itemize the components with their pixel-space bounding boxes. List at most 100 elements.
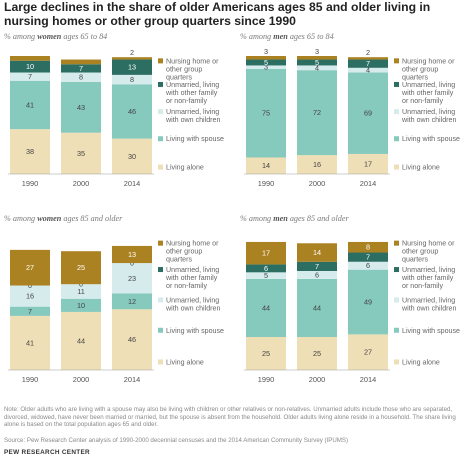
legend-label: Living with spouse [402,327,460,335]
data-label: 2 [130,48,134,57]
bar-segment [112,59,152,75]
bar-segment [112,74,152,85]
legend-label: Unmarried, living with other family or non… [165,81,219,105]
bar-segment [112,84,152,139]
data-label: 7 [28,72,32,81]
bar-segment [348,252,388,262]
legend-swatch [158,58,163,64]
data-label: 6 [366,261,370,270]
data-label: 16 [26,292,34,301]
bar-segment [246,157,286,174]
subtitle-suffix: ages 85 and older [287,214,349,223]
data-label: 4 [79,51,83,60]
data-label: 8 [130,75,134,84]
bar-segment [112,138,152,174]
bar-segment [348,67,388,73]
legend-label: Living with spouse [402,135,460,143]
legend-swatch [394,136,399,142]
bar-segment [297,155,337,174]
data-label: 4 [366,66,370,75]
subtitle-suffix: ages 65 to 84 [287,32,334,41]
legend-label: Unmarried, living with other family or non… [401,266,455,290]
bar-segment [10,60,50,73]
data-label: 23 [128,274,136,283]
data-label: 2 [366,48,370,57]
bar-segment [297,278,337,337]
bar-segment [112,309,152,370]
bar-segment [61,132,101,174]
data-label: 75 [262,109,270,118]
bar-segment [246,272,286,279]
data-label: 30 [128,152,136,161]
data-label: 13 [128,63,136,72]
bar-segment [61,298,101,312]
data-label: 25 [77,263,85,272]
bar-segment [297,59,337,66]
bar-segment [246,264,286,273]
x-tick-label: 2014 [124,179,140,188]
subtitle-sex: men [273,32,288,41]
legend-label: Living alone [166,358,204,366]
bar-segment [297,70,337,156]
legend-label: Living alone [166,164,204,172]
bar-segment [10,249,50,286]
legend-label: Nursing home or other group quarters [402,240,455,264]
data-label: 44 [77,336,85,345]
bar-segment [297,56,337,60]
legend-swatch [394,109,399,115]
panel-subtitle: % among women ages 65 to 84 [4,32,107,41]
chart-title: Large declines in the share of older Ame… [4,0,431,28]
organization-label: PEW RESEARCH CENTER [4,449,90,456]
legend-label: Nursing home or other group quarters [402,57,455,81]
subtitle-prefix: % among [240,32,274,41]
legend-swatch [158,297,163,303]
data-label: 43 [77,103,85,112]
legend-label: Nursing home or other group quarters [166,57,219,81]
bar-segment [112,57,152,60]
data-label: 3 [264,63,268,72]
panel-subtitle: % among men ages 85 and older [240,214,349,223]
data-label: 11 [77,287,85,296]
x-tick-label: 1990 [22,179,38,188]
subtitle-prefix: % among [240,214,274,223]
legend-label: Living with spouse [166,327,224,335]
bar-segment [348,269,388,335]
data-label: 13 [128,250,136,259]
panel-subtitle: % among men ages 65 to 84 [240,32,334,41]
data-label: 7 [366,253,370,262]
x-tick-label: 1990 [258,179,274,188]
bar-segment [348,261,388,270]
data-label: 46 [128,335,136,344]
legend-swatch [394,327,399,333]
subtitle-sex: women [37,214,62,223]
x-tick-label: 2014 [124,375,140,384]
legend-swatch [394,164,399,170]
legend-label: Living with spouse [166,135,224,143]
chart-source: Source: Pew Research Center analysis of … [4,437,349,444]
bar-segment [112,263,152,294]
data-label: 17 [364,159,372,168]
data-label: 7 [366,59,370,68]
bar-segment [61,81,101,133]
data-label: 16 [313,160,321,169]
bar-segment [61,284,101,299]
data-label: 7 [315,262,319,271]
stacked-bar-chart: 25445617199025446714200027496782014Nursi… [244,240,460,384]
data-label: 3 [264,47,268,56]
bar-segment [10,129,50,174]
data-label: 14 [262,161,270,170]
bar-segment [246,278,286,337]
bar-segment [10,56,50,61]
bar-segment [246,68,286,158]
x-tick-label: 2000 [73,375,89,384]
data-label: 7 [28,307,32,316]
bar-segment [10,315,50,370]
legend-swatch [158,136,163,142]
bar-segment [348,57,388,60]
chart-panel-men-65-84: % among men ages 65 to 84 14 75 3 5 3 1990 16 7… [240,32,472,190]
legend-label: Unmarried, living with own children [401,296,456,312]
data-label: 0 [130,259,134,268]
subtitle-prefix: % among [4,32,38,41]
legend-label: Living alone [402,358,440,366]
legend-swatch [158,81,163,87]
